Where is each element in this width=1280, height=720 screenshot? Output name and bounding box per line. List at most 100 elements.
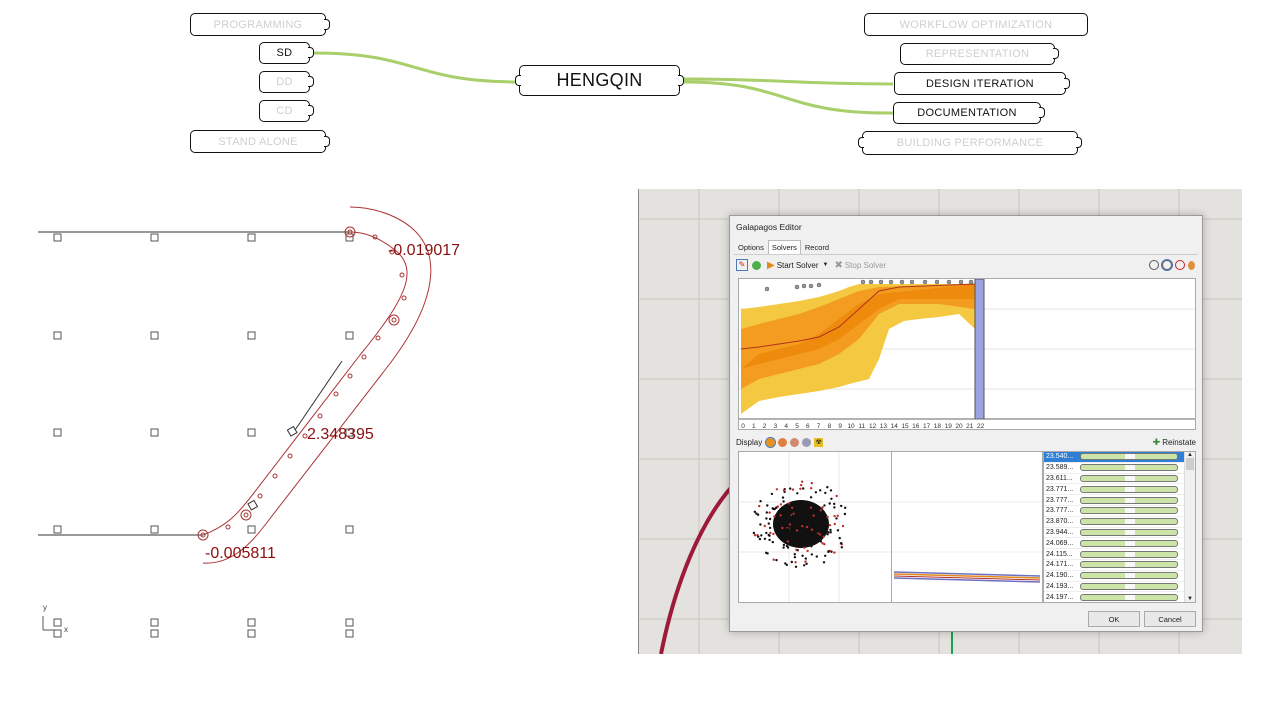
- start-solver-button[interactable]: ▶ Start Solver ▼: [767, 260, 828, 271]
- fitness-list[interactable]: 23.540... 23.589... 23.611... 23.771... 23.7…: [1043, 451, 1196, 603]
- chevron-down-icon[interactable]: ▼: [1187, 596, 1193, 602]
- genome-dot: [835, 517, 838, 520]
- fitness-icon[interactable]: [752, 260, 761, 270]
- output-node-workflow-optimization[interactable]: WORKFLOW OPTIMIZATION: [864, 13, 1088, 36]
- input-node-sd[interactable]: SD: [259, 42, 314, 64]
- list-item[interactable]: 23.771...: [1044, 484, 1184, 496]
- list-item[interactable]: 24.171...: [1044, 560, 1184, 571]
- ok-button[interactable]: OK: [1088, 611, 1140, 627]
- genome-dot: [827, 550, 830, 553]
- curvature-label-middle: 2.348395: [307, 426, 374, 443]
- list-item[interactable]: 23.944...: [1044, 528, 1184, 539]
- display-mode-brown-icon[interactable]: [790, 437, 800, 447]
- genome-bar: [1080, 528, 1178, 536]
- curve-handle[interactable]: [247, 499, 259, 511]
- list-item[interactable]: 24.190...: [1044, 571, 1184, 582]
- display-mode-orange2-icon[interactable]: [778, 437, 788, 447]
- genome-bar: [1080, 507, 1178, 515]
- genome-dot: [789, 520, 792, 523]
- genome-dot: [780, 534, 784, 537]
- wire-layer: [312, 51, 894, 115]
- genome-dot: [792, 520, 796, 523]
- start-solver-label: Start Solver: [776, 260, 819, 270]
- output-node-building-performance[interactable]: BUILDING PERFORMANCE: [858, 131, 1082, 155]
- chevron-up-icon[interactable]: ▲: [1187, 452, 1193, 458]
- list-item[interactable]: 24.115...: [1044, 549, 1184, 560]
- list-item[interactable]: 24.193...: [1044, 582, 1184, 593]
- list-item[interactable]: 23.870...: [1044, 517, 1184, 528]
- gauge-icon-2[interactable]: [1161, 259, 1173, 271]
- x-tick-label: 18: [934, 423, 942, 429]
- output-node-design-iteration[interactable]: DESIGN ITERATION: [894, 72, 1070, 95]
- genome-dot: [826, 486, 829, 489]
- genome-dot: [835, 494, 838, 498]
- genome-dot: [758, 537, 762, 541]
- tab-record[interactable]: Record: [804, 243, 830, 252]
- genome-bar: [1080, 496, 1178, 504]
- input-node-programming[interactable]: PROGRAMMING: [190, 13, 330, 36]
- genome-dot: [828, 524, 832, 527]
- genome-dot: [777, 529, 781, 533]
- genome-dot: [799, 487, 802, 490]
- genome-dot: [795, 548, 798, 551]
- genome-dot: [826, 515, 829, 519]
- genome-bar: [1080, 453, 1178, 461]
- genome-dot: [814, 538, 818, 541]
- input-node-stand-alone[interactable]: STAND ALONE: [190, 130, 330, 153]
- genome-dot: [800, 544, 803, 547]
- input-node-cd[interactable]: CD: [259, 100, 314, 122]
- display-mode-orange-icon[interactable]: [765, 436, 777, 448]
- cancel-button[interactable]: Cancel: [1144, 611, 1196, 627]
- genome-dot: [765, 531, 768, 535]
- gauge-icon-1[interactable]: [1149, 260, 1159, 270]
- genome-dot: [785, 523, 788, 526]
- input-node-dd[interactable]: DD: [259, 71, 314, 93]
- list-scrollbar[interactable]: ▲ ▼: [1184, 452, 1195, 602]
- scroll-thumb[interactable]: [1186, 458, 1194, 470]
- genome-dot: [793, 556, 797, 559]
- genome-dot: [815, 555, 818, 558]
- genome-dot: [810, 553, 813, 556]
- tab-options[interactable]: Options: [738, 243, 764, 252]
- genome-dot: [752, 531, 756, 535]
- output-node-representation[interactable]: REPRESENTATION: [900, 43, 1059, 65]
- genome-dot: [833, 551, 836, 554]
- genome-dot: [826, 533, 829, 536]
- genome-lines-panel: [891, 451, 1043, 603]
- list-item[interactable]: 23.540...: [1044, 452, 1184, 463]
- genome-dot: [810, 487, 813, 490]
- list-item[interactable]: 23.589...: [1044, 463, 1184, 474]
- genome-dot: [821, 506, 824, 509]
- genome-dot: [838, 536, 841, 540]
- genome-dot: [824, 491, 827, 495]
- tangent-handle[interactable]: [286, 425, 298, 437]
- list-item[interactable]: 23.777...: [1044, 506, 1184, 517]
- center-node-hengqin[interactable]: HENGQIN: [515, 65, 684, 96]
- list-item[interactable]: 24.197...: [1044, 592, 1184, 602]
- fitness-value: 24.069...: [1046, 539, 1074, 547]
- x-tick-label: 20: [955, 423, 963, 429]
- chevron-down-icon[interactable]: ▼: [822, 262, 829, 268]
- egg-icon[interactable]: [1188, 260, 1195, 270]
- galapagos-editor-window[interactable]: Galapagos Editor Options Solvers Record …: [729, 215, 1203, 632]
- list-item[interactable]: 23.777...: [1044, 495, 1184, 506]
- list-item[interactable]: 23.611...: [1044, 474, 1184, 485]
- genome-dot: [805, 562, 808, 565]
- stop-icon: ✖: [834, 259, 843, 271]
- gauge-icon-3[interactable]: [1175, 260, 1185, 270]
- tab-solvers[interactable]: Solvers: [767, 240, 801, 255]
- genome-dot: [766, 552, 769, 555]
- radiation-icon[interactable]: ☢: [814, 437, 824, 447]
- genome-icon[interactable]: ✎: [736, 259, 748, 271]
- output-node-documentation[interactable]: DOCUMENTATION: [893, 102, 1045, 124]
- list-item[interactable]: 24.069...: [1044, 538, 1184, 550]
- genome-dot: [810, 508, 813, 512]
- galapagos-lower-panels: 23.540... 23.589... 23.611... 23.771... 23.7…: [738, 451, 1196, 603]
- display-mode-grey-icon[interactable]: [802, 437, 812, 447]
- genome-dot: [774, 517, 778, 520]
- genome-dot: [800, 480, 804, 483]
- reinstate-button[interactable]: ✚ Reinstate: [1153, 437, 1196, 448]
- genome-dot: [802, 487, 805, 490]
- stop-solver-button[interactable]: ✖ Stop Solver: [834, 260, 886, 271]
- genome-dot: [801, 524, 804, 528]
